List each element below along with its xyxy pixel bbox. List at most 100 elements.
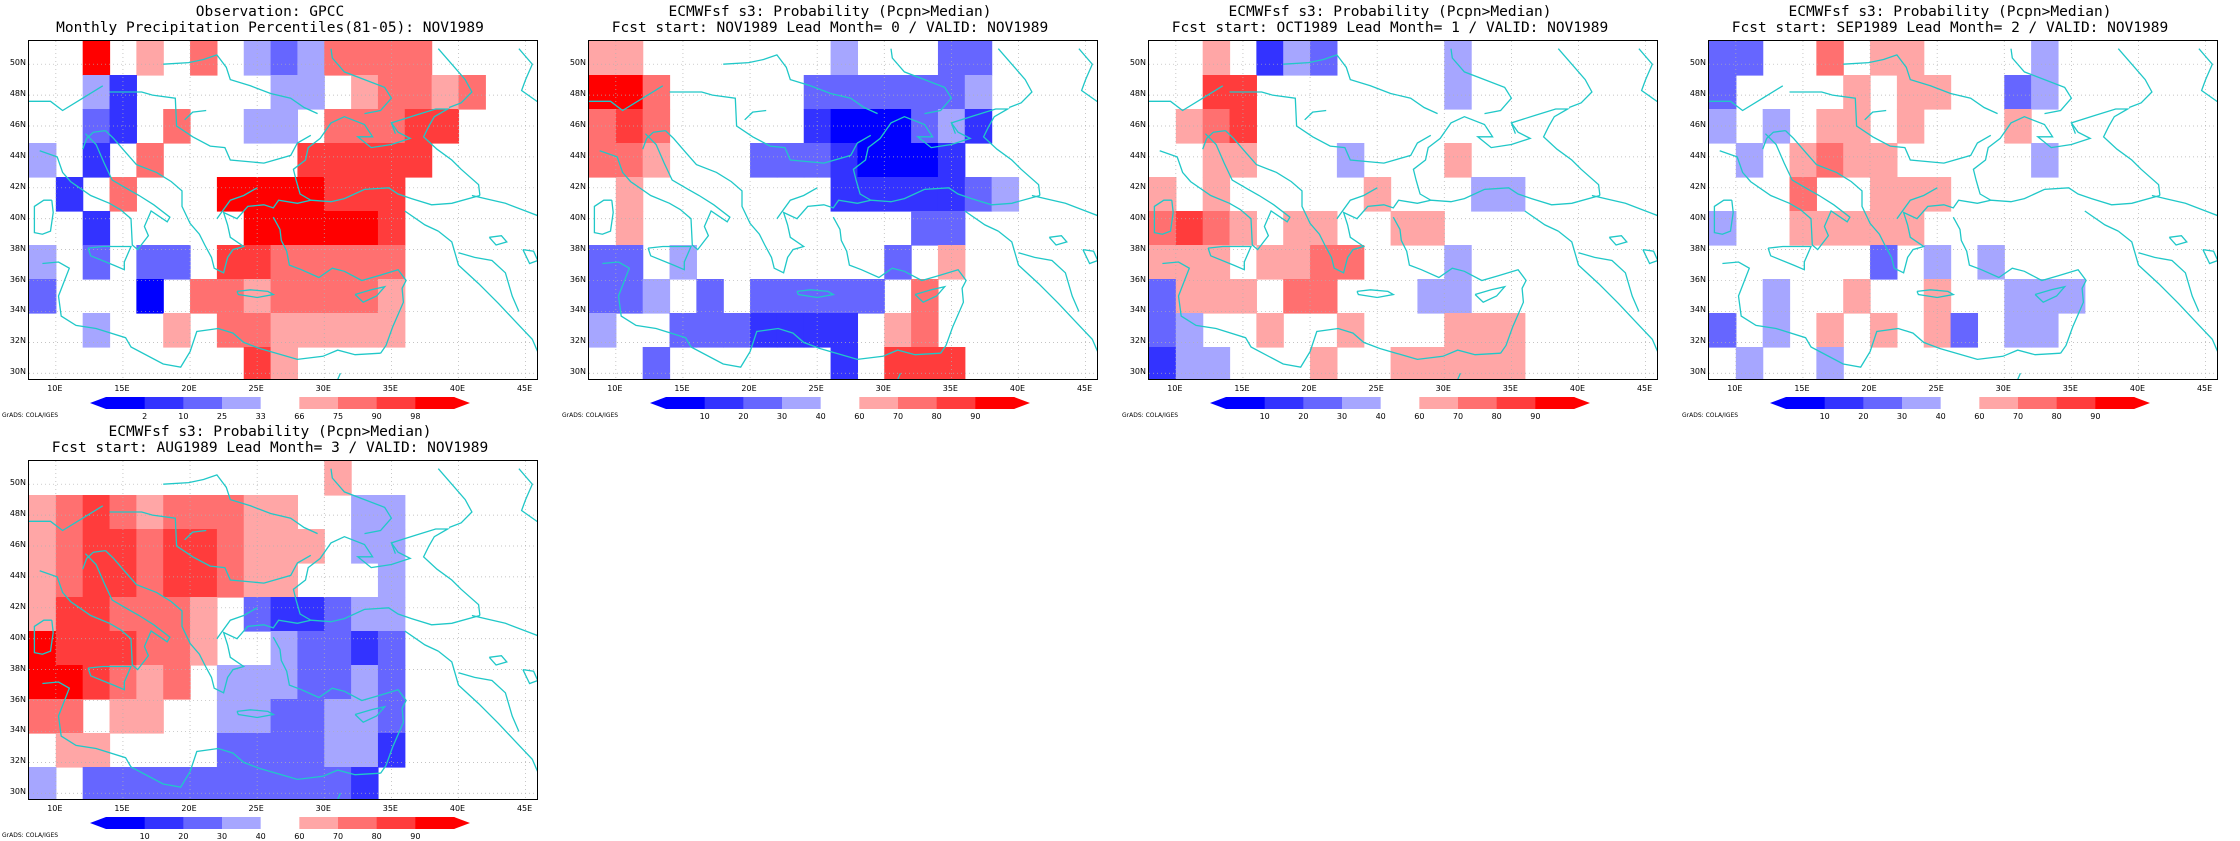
lat-tick-label: 32N <box>1129 336 1146 346</box>
lon-tick-label: 45E <box>516 384 533 393</box>
lon-tick-label: 15E <box>1234 384 1250 393</box>
coastline <box>2084 210 2119 232</box>
lon-tick-label: 40E <box>449 804 466 813</box>
colorbar-label: 70 <box>2012 412 2024 421</box>
grid-cell <box>1843 279 1871 314</box>
colorbar-swatch <box>1902 397 1942 409</box>
lat-tick-label: 46N <box>1689 120 1706 129</box>
colorbar-swatch <box>183 817 223 829</box>
lat-tick-label: 46N <box>9 540 26 549</box>
coastline <box>870 187 1041 206</box>
grid-cell <box>615 75 644 110</box>
grid-cell <box>297 733 325 768</box>
panel-subtitle: Monthly Precipitation Percentiles(81-05)… <box>56 20 484 36</box>
coastline <box>897 373 901 379</box>
lon-tick-label: 40E <box>1009 384 1026 393</box>
lon-tick-label: 40E <box>2129 384 2146 393</box>
coastline <box>1990 187 2161 206</box>
coastline <box>1162 261 1501 368</box>
grid-cell <box>857 75 885 110</box>
colorbar-label: 30 <box>216 832 228 841</box>
coastline <box>1578 252 1640 312</box>
grid-cell <box>2031 75 2059 110</box>
grid-cell <box>109 665 137 700</box>
grid-cell <box>270 631 299 666</box>
grid-cell <box>324 733 352 768</box>
grid-cell <box>642 279 671 314</box>
grid-cell <box>830 41 859 76</box>
grads-credit: GrADS: COLA/IGES <box>562 412 619 419</box>
coastline <box>950 122 957 134</box>
grid-cell <box>1843 75 1871 110</box>
lon-tick-label: 40E <box>449 384 466 393</box>
grid-cell <box>937 211 966 246</box>
grid-cell <box>297 211 325 246</box>
grid-cell <box>1923 245 1952 280</box>
grid-cell <box>1175 313 1204 348</box>
grid-cell <box>29 699 57 734</box>
lat-tick-label: 40N <box>9 632 26 642</box>
grid-cell <box>216 733 245 768</box>
grid-cell <box>216 279 245 314</box>
grid-cell <box>1229 211 1257 246</box>
lat-tick-label: 36N <box>1689 274 1706 284</box>
coastline <box>1722 261 2061 368</box>
coastline <box>330 468 393 535</box>
grid-cell <box>82 495 111 530</box>
coastline <box>2198 48 2217 103</box>
coastline <box>1713 199 1734 235</box>
grid-cell <box>1709 313 1737 348</box>
grads-credit: GrADS: COLA/IGES <box>1682 412 1739 419</box>
coastline <box>105 108 481 274</box>
coastline <box>1785 108 2161 274</box>
coastline <box>669 91 872 164</box>
map-panel-2: ECMWFsf s3: Probability (Pcpn>Median) Fcs… <box>560 0 1120 421</box>
grid-cell <box>696 313 724 348</box>
grid-cell <box>216 313 245 348</box>
grid-cell <box>163 767 191 799</box>
grid-cell <box>297 767 325 799</box>
grid-cell <box>270 245 299 280</box>
grid-cell <box>297 41 325 76</box>
grid-cell <box>884 245 912 280</box>
grid-cell <box>82 563 111 598</box>
grid-cell <box>776 313 805 348</box>
grid-cell <box>243 347 272 379</box>
lat-tick-label: 38N <box>1129 243 1146 253</box>
colorbar-swatch <box>820 397 860 409</box>
grid-cell <box>324 631 352 666</box>
coastline <box>87 245 132 271</box>
coastline <box>216 187 258 220</box>
grid-cell <box>964 177 993 212</box>
grid-cell <box>1444 279 1472 314</box>
grid-cell <box>270 699 299 734</box>
grid-cell <box>82 597 111 632</box>
coastline <box>1557 230 1657 352</box>
grid-cell <box>29 495 57 530</box>
grid-cell <box>190 495 218 530</box>
lat-tick-label: 48N <box>9 89 26 99</box>
colorbar-swatch <box>1824 397 1864 409</box>
lat-tick-label: 34N <box>1689 305 1706 315</box>
colorbar-end-low <box>1210 397 1226 409</box>
colorbar-swatch <box>260 817 300 829</box>
coastline <box>2168 235 2188 246</box>
grid-cell <box>351 245 379 280</box>
grid-cell <box>136 699 164 734</box>
coastline <box>599 133 731 251</box>
grid-cell <box>190 279 218 314</box>
colorbar-swatch <box>144 817 184 829</box>
coastline <box>1018 252 1080 312</box>
coastline <box>471 194 537 217</box>
grid-cell <box>163 245 191 280</box>
coastline <box>87 665 132 691</box>
grid-cell <box>29 767 57 799</box>
colorbar-swatch <box>782 397 822 409</box>
coastline <box>593 199 614 235</box>
grid-cell <box>1843 143 1871 178</box>
grid-cell <box>1149 347 1177 379</box>
colorbar-label: 30 <box>1336 412 1348 421</box>
lon-tick-label: 15E <box>674 384 690 393</box>
lon-tick-label: 10E <box>47 804 63 813</box>
lon-tick-label: 25E <box>1368 384 1384 393</box>
